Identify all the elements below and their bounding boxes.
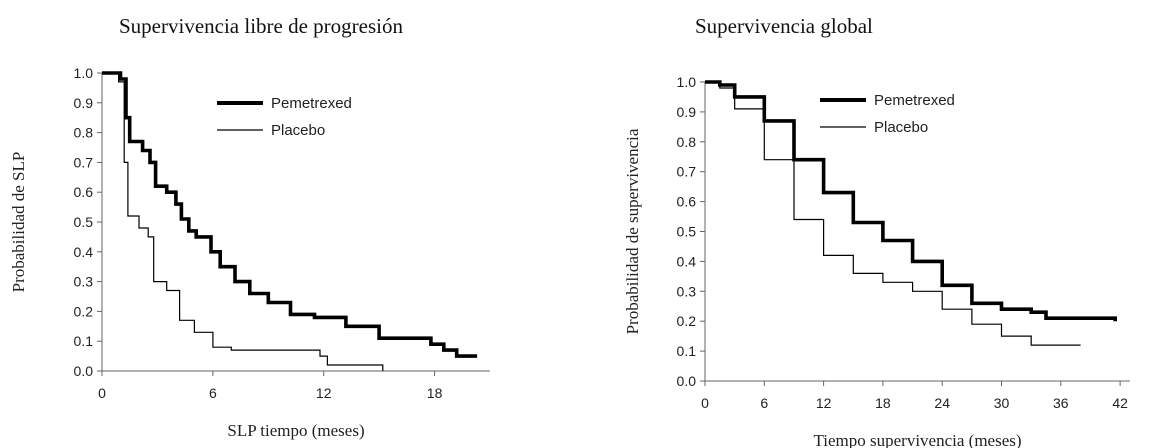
y-tick-label: 0.9 (74, 95, 94, 111)
y-tick-label: 0.8 (74, 125, 94, 141)
x-tick-label: 42 (1112, 395, 1128, 411)
x-tick-label: 30 (994, 395, 1010, 411)
legend-label-pemetrexed: Pemetrexed (874, 92, 955, 109)
legend-label-placebo: Placebo (271, 122, 325, 139)
y-tick-label: 0.3 (74, 274, 94, 290)
y-tick-label: 0.5 (677, 224, 697, 240)
y-tick-label: 1.0 (677, 74, 697, 90)
x-tick-label: 12 (816, 395, 832, 411)
legend-label-pemetrexed: Pemetrexed (271, 95, 352, 112)
chart-slp: 0.0 0.1 0.2 0.3 0.4 0.5 0.6 0.7 0.8 0.9 1.0 0 6 12 18 S… (9, 65, 490, 440)
x-tick-label: 18 (875, 395, 891, 411)
x-tick-label: 0 (701, 395, 709, 411)
y-tick-label: 0.6 (74, 184, 94, 200)
x-tick-label: 24 (934, 395, 950, 411)
y-tick-label: 0.7 (74, 154, 94, 170)
y-tick-label: 0.9 (677, 104, 697, 120)
y-tick-label: 0.8 (677, 134, 697, 150)
y-axis-label: Probabilidad de supervivencia (623, 128, 642, 334)
series-line-pemetrexed (705, 80, 1117, 322)
y-tick-label: 0.2 (677, 313, 697, 329)
chart-os: 0.0 0.1 0.2 0.3 0.4 0.5 0.6 0.7 0.8 0.9 1.0 0 6 12 18 2… (623, 74, 1130, 448)
y-tick-label: 0.1 (74, 333, 94, 349)
series-line-pemetrexed (102, 71, 478, 358)
chart-title-os: Supervivencia global (695, 14, 873, 38)
y-tick-label: 0.1 (677, 343, 697, 359)
y-tick-label: 0.4 (74, 244, 94, 260)
y-tick-label: 0.2 (74, 303, 94, 319)
x-tick-label: 0 (98, 385, 106, 401)
y-tick-label: 1.0 (74, 65, 94, 81)
x-tick-label: 12 (316, 385, 332, 401)
x-tick-label: 18 (427, 385, 443, 401)
chart-title-slp: Supervivencia libre de progresión (119, 14, 403, 38)
y-tick-label: 0.3 (677, 283, 697, 299)
x-axis-label: Tiempo supervivencia (meses) (813, 431, 1021, 448)
y-tick-label: 0.5 (74, 214, 94, 230)
series-line-placebo (102, 72, 384, 371)
x-tick-label: 6 (209, 385, 217, 401)
series-line-placebo (705, 81, 1081, 346)
x-tick-label: 36 (1053, 395, 1069, 411)
y-tick-label: 0.4 (677, 253, 697, 269)
legend-label-placebo: Placebo (874, 119, 928, 136)
y-axis-label: Probabilidad de SLP (9, 152, 28, 293)
x-tick-label: 6 (760, 395, 768, 411)
y-tick-label: 0.0 (74, 363, 94, 379)
x-axis-label: SLP tiempo (meses) (227, 421, 364, 440)
y-tick-label: 0.0 (677, 373, 697, 389)
y-tick-label: 0.7 (677, 164, 697, 180)
y-tick-label: 0.6 (677, 194, 697, 210)
